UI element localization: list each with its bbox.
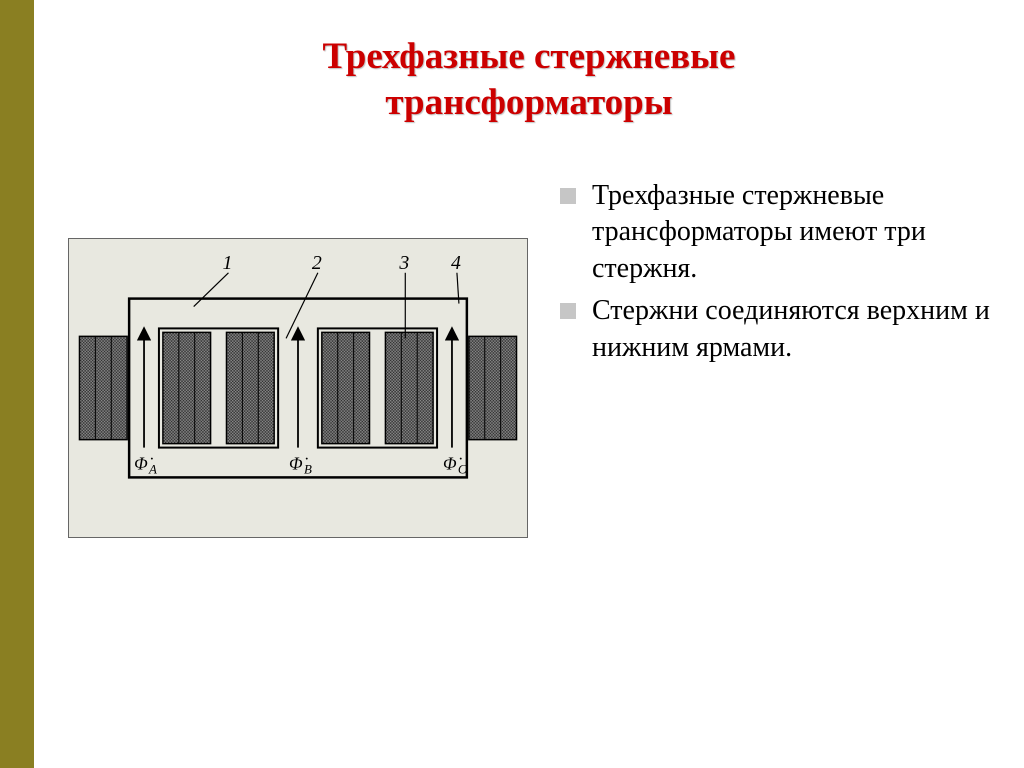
bullet-icon (560, 303, 576, 319)
bullet-text: Трехфазные стержневые трансформаторы име… (592, 178, 990, 287)
svg-text:A: A (148, 461, 157, 476)
list-item: Стержни соединяются верхним и нижним ярм… (560, 293, 990, 366)
svg-text:C: C (458, 461, 467, 476)
bullet-icon (560, 188, 576, 204)
flux-labels: Φ̇A Φ̇B Φ̇C (134, 453, 467, 476)
svg-text:B: B (304, 461, 312, 476)
svg-text:4: 4 (451, 252, 461, 274)
sidebar-accent (0, 0, 34, 768)
bullet-list: Трехфазные стержневые трансформаторы име… (560, 178, 990, 372)
list-item: Трехфазные стержневые трансформаторы име… (560, 178, 990, 287)
bullet-text: Стержни соединяются верхним и нижним ярм… (592, 293, 990, 366)
number-labels: 1 2 3 4 (223, 252, 461, 274)
svg-text:3: 3 (398, 252, 409, 274)
svg-text:1: 1 (223, 252, 233, 274)
page-title: Трехфазные стержневые трансформаторы (34, 34, 1024, 127)
svg-text:2: 2 (312, 252, 322, 274)
title-line-2: трансформаторы (385, 82, 672, 123)
title-line-1: Трехфазные стержневые (323, 36, 736, 77)
diagram-svg: Φ̇A Φ̇B Φ̇C 1 2 3 4 (69, 239, 527, 537)
transformer-diagram: Φ̇A Φ̇B Φ̇C 1 2 3 4 (68, 238, 528, 538)
